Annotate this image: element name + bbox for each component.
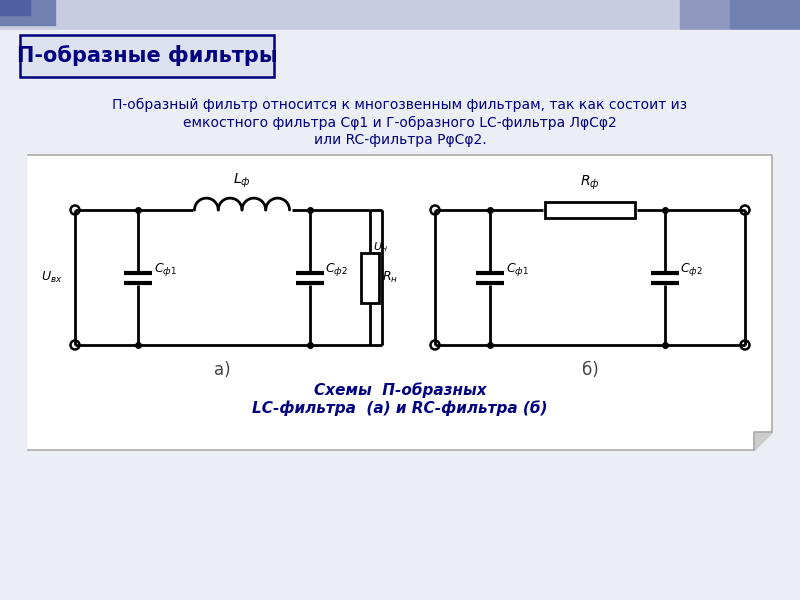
- Text: емкостного фильтра Сφ1 и Г-образного LC-фильтра ЛφСφ2: емкостного фильтра Сφ1 и Г-образного LC-…: [183, 116, 617, 130]
- Text: П-образный фильтр относится к многозвенным фильтрам, так как состоит из: П-образный фильтр относится к многозвенн…: [113, 98, 687, 112]
- Text: $U_{н}$: $U_{н}$: [373, 241, 388, 254]
- Text: $C_{ф2}$: $C_{ф2}$: [325, 261, 348, 278]
- Polygon shape: [754, 432, 772, 450]
- Text: Схемы  П-образных: Схемы П-образных: [314, 382, 486, 398]
- Text: $C_{ф2}$: $C_{ф2}$: [680, 261, 703, 278]
- Text: $R_ф$: $R_ф$: [580, 174, 600, 192]
- Text: $U_{вх}$: $U_{вх}$: [42, 270, 63, 285]
- Text: а): а): [214, 361, 231, 379]
- Text: П-образные фильтры: П-образные фильтры: [17, 46, 278, 67]
- Text: б): б): [582, 361, 598, 379]
- Text: или RC-фильтра РφСφ2.: или RC-фильтра РφСφ2.: [314, 133, 486, 147]
- Text: $C_{ф1}$: $C_{ф1}$: [506, 261, 529, 278]
- Bar: [680, 0, 800, 45]
- Text: LC-фильтра  (а) и RC-фильтра (б): LC-фильтра (а) и RC-фильтра (б): [252, 400, 548, 416]
- Bar: [730, 0, 800, 55]
- Polygon shape: [28, 155, 772, 450]
- Bar: [545, 202, 635, 218]
- Text: $L_ф$: $L_ф$: [233, 172, 251, 190]
- Bar: [361, 253, 379, 302]
- Bar: [0, 0, 800, 30]
- FancyBboxPatch shape: [20, 35, 274, 77]
- Bar: [0, 0, 55, 25]
- Bar: [0, 0, 30, 15]
- Text: $C_{ф1}$: $C_{ф1}$: [154, 261, 177, 278]
- Text: $R_н$: $R_н$: [382, 270, 398, 285]
